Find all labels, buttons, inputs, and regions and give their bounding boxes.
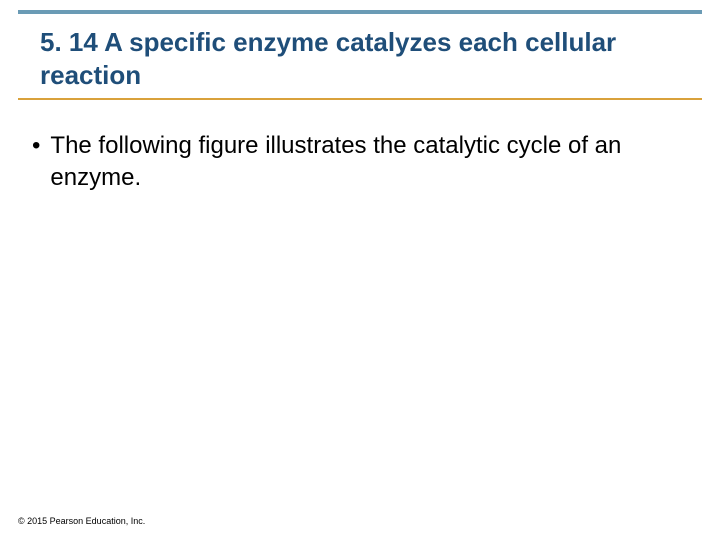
slide-title-block: 5. 14 A specific enzyme catalyzes each c… <box>40 26 660 91</box>
slide-body: • The following figure illustrates the c… <box>32 130 680 195</box>
copyright-line: © 2015 Pearson Education, Inc. <box>18 516 145 526</box>
header-rule-bottom <box>18 98 702 100</box>
bullet-marker: • <box>32 130 40 161</box>
bullet-text: The following figure illustrates the cat… <box>50 130 680 195</box>
bullet-item: • The following figure illustrates the c… <box>32 130 680 195</box>
header-rule-top <box>18 10 702 14</box>
slide-title: 5. 14 A specific enzyme catalyzes each c… <box>40 26 660 91</box>
